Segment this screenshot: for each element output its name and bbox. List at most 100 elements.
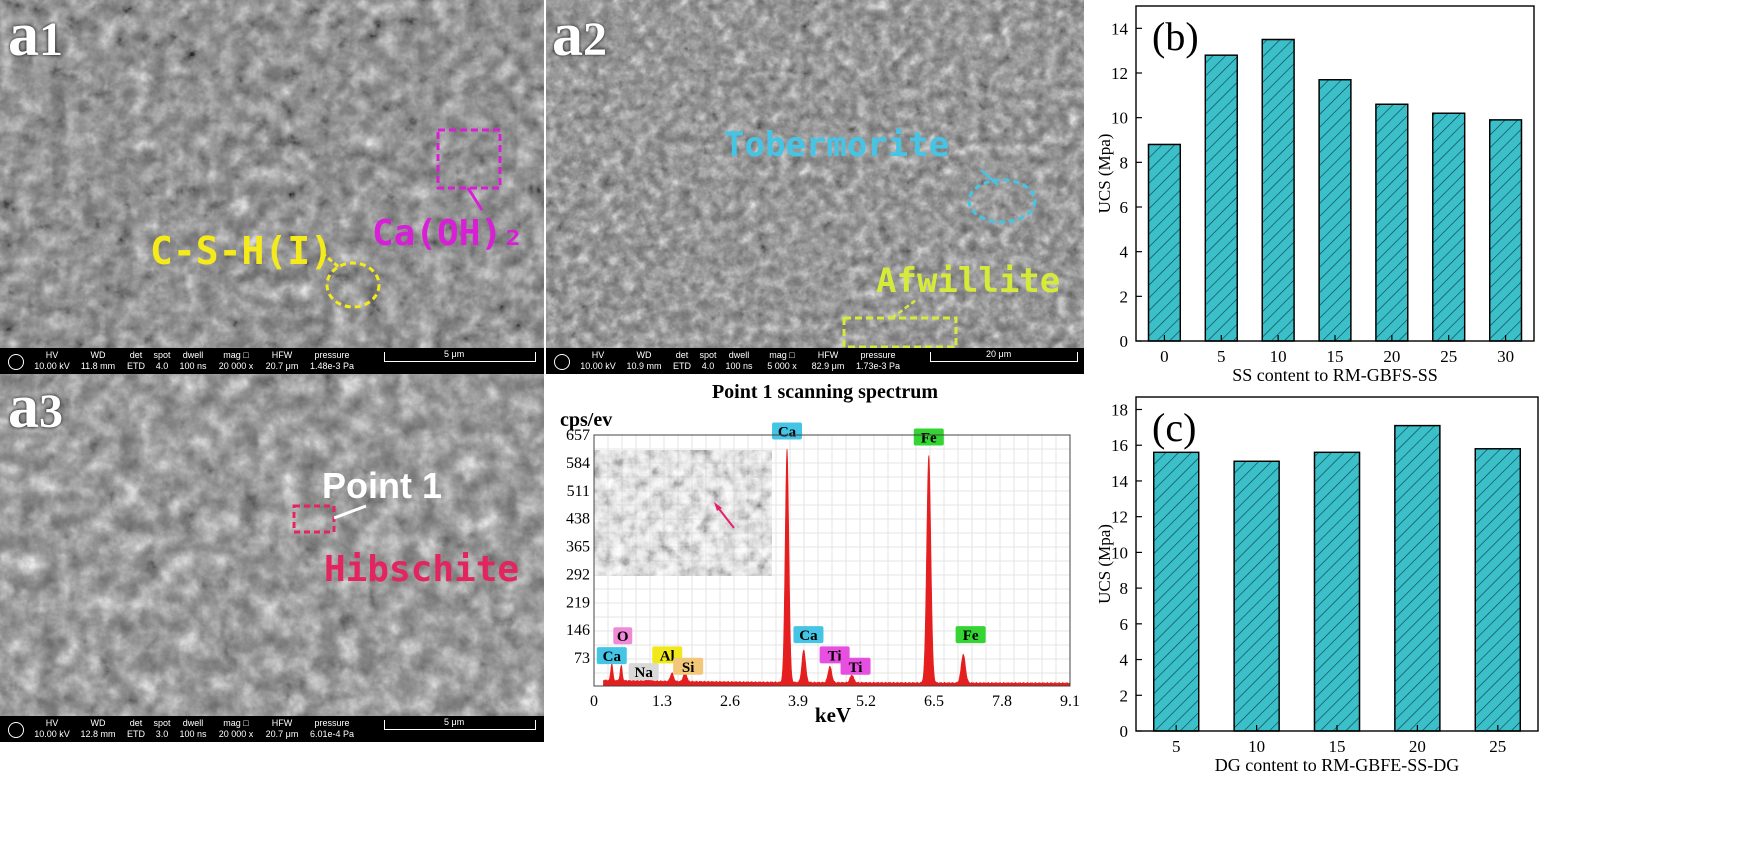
panel-label: (c) bbox=[1152, 405, 1196, 450]
hibschite-annotation: Hibschite bbox=[324, 549, 520, 590]
y-tick-label: 12 bbox=[1111, 508, 1128, 527]
eds-axes: 0 1.3 2.6 3.9 5.2 6.5 7.8 9.1 73 146 219 292 365 438 5… bbox=[566, 427, 1080, 710]
csh-annotation: C-S-H(I) bbox=[150, 229, 334, 273]
peak-label: Si bbox=[673, 657, 704, 676]
sem-panel-a1: a1 C-S-H(I) Ca(OH)₂ HV 10.00 kV WD 11.8 mm… bbox=[0, 0, 544, 374]
x-tick-label: 25 bbox=[1440, 347, 1457, 366]
csh-arrow bbox=[321, 251, 341, 270]
peak-label-text: Si bbox=[682, 660, 695, 676]
bar bbox=[1432, 112, 1466, 342]
y-tick-label: 6 bbox=[1120, 198, 1129, 217]
x-axis-label: DG content to RM-GBFE-SS-DG bbox=[1215, 755, 1460, 775]
sem-image-a2 bbox=[546, 0, 1084, 348]
eds-peak-labels: Ca O Na Al Si Ca Ca Ti Ti Fe Fe bbox=[596, 422, 986, 681]
peak-label-text: Na bbox=[635, 665, 654, 681]
afwillite-box bbox=[842, 316, 958, 348]
x-tick-label: 5 bbox=[1217, 347, 1226, 366]
peak-label-text: Ti bbox=[849, 660, 863, 676]
eds-y-tick: 584 bbox=[566, 455, 590, 472]
scale-bar-a1 bbox=[384, 352, 536, 362]
scale-bar-a2 bbox=[930, 352, 1078, 362]
y-axis-label: UCS (Mpa) bbox=[1095, 524, 1114, 604]
tobermorite-annotation: Tobermorite bbox=[724, 125, 950, 165]
panel-label-a3: a3 bbox=[8, 374, 63, 441]
peak-label-text: Fe bbox=[963, 628, 979, 644]
peak-label: Ca bbox=[772, 422, 803, 440]
sem-image-a1 bbox=[0, 0, 544, 348]
peak-label: Ca bbox=[793, 626, 824, 644]
x-tick-label: 15 bbox=[1327, 347, 1344, 366]
eds-xlabel: keV bbox=[815, 703, 851, 727]
eds-x-tick: 9.1 bbox=[1060, 693, 1080, 710]
x-axis-label: SS content to RM-GBFS-SS bbox=[1232, 365, 1438, 384]
eds-inset-image bbox=[594, 450, 772, 576]
bar-chart-b: 0 2 4 6 8 10 12 14 0 5 10 15 20 25 30 SS content to RM-… bbox=[1095, 5, 1535, 384]
eds-x-tick: 2.6 bbox=[720, 693, 740, 710]
peak-label: Ti bbox=[840, 657, 871, 676]
sem-image-a3 bbox=[0, 374, 544, 716]
bar bbox=[1489, 119, 1523, 342]
bar bbox=[1375, 103, 1409, 342]
point-annotation: Point 1 bbox=[322, 465, 443, 506]
eds-x-tick: 3.9 bbox=[788, 693, 808, 710]
y-tick-label: 6 bbox=[1120, 615, 1129, 634]
y-tick-label: 4 bbox=[1120, 243, 1129, 262]
eds-x-tick: 5.2 bbox=[856, 693, 876, 710]
eds-x-tick: 1.3 bbox=[652, 693, 672, 710]
peak-label-text: Ti bbox=[828, 648, 842, 664]
eds-y-tick: 511 bbox=[567, 483, 590, 500]
a1-overlay bbox=[321, 128, 502, 309]
y-tick-label: 0 bbox=[1120, 722, 1129, 741]
x-tick-label: 25 bbox=[1489, 737, 1506, 756]
panel-label-a1: a1 bbox=[8, 1, 63, 69]
tobermorite-ellipse bbox=[967, 178, 1037, 224]
eds-y-tick: 146 bbox=[566, 622, 590, 639]
info-bar-a1: HV 10.00 kV WD 11.8 mm det ETD spot 4.0 dwel… bbox=[0, 348, 544, 374]
eds-y-tick: 365 bbox=[566, 539, 590, 556]
x-tick-label: 5 bbox=[1172, 737, 1181, 756]
y-tick-label: 2 bbox=[1120, 287, 1129, 306]
peak-label-text: Ca bbox=[603, 649, 622, 665]
y-tick-label: 16 bbox=[1111, 436, 1128, 455]
bar bbox=[1261, 38, 1295, 342]
a2-overlay bbox=[842, 169, 1037, 348]
scale-label-a2: 20 μm bbox=[986, 349, 1012, 359]
tobermorite-arrow bbox=[980, 169, 999, 186]
x-tick-label: 10 bbox=[1248, 737, 1265, 756]
afwillite-arrow bbox=[891, 299, 917, 319]
eds-y-tick: 219 bbox=[566, 594, 590, 611]
eds-spectrum-path bbox=[603, 448, 1071, 687]
bar bbox=[1233, 460, 1280, 732]
afwillite-annotation: Afwillite bbox=[876, 261, 1061, 301]
bar bbox=[1313, 451, 1361, 732]
peak-label: Fe bbox=[955, 626, 986, 644]
peak-label: Na bbox=[628, 663, 659, 681]
peak-label-text: Fe bbox=[921, 431, 937, 447]
csh-ellipse bbox=[325, 261, 381, 309]
y-tick-label: 12 bbox=[1111, 64, 1128, 83]
eds-y-tick: 292 bbox=[566, 566, 590, 583]
scale-label-a1: 5 μm bbox=[444, 349, 465, 359]
eds-x-tick: 0 bbox=[590, 693, 598, 710]
bar bbox=[1394, 424, 1441, 732]
eds-ylabel: cps/ev bbox=[560, 409, 612, 431]
panel-label: (b) bbox=[1152, 14, 1199, 59]
y-tick-label: 14 bbox=[1111, 472, 1129, 491]
bar bbox=[1318, 79, 1352, 342]
info-bar-a3: HV 10.00 kV WD 12.8 mm det ETD spot 3.0 dwel… bbox=[0, 716, 544, 742]
eds-spectrum-chart: Ca O Na Al Si Ca Ca Ti Ti Fe Fe 0 1.3 2.6 3.9 5.2 6.5 7.… bbox=[560, 381, 1080, 727]
atom-icon bbox=[8, 722, 24, 738]
bar-chart-c: 0 2 4 6 8 10 12 14 16 18 5 10 15 20 25 DG content to RM… bbox=[1095, 396, 1539, 775]
bar bbox=[1204, 54, 1238, 342]
peak-label: Ca bbox=[596, 647, 627, 665]
peak-label-text: O bbox=[617, 629, 629, 645]
panel-label-a2: a2 bbox=[552, 1, 607, 69]
a3-overlay bbox=[292, 504, 367, 534]
bar bbox=[1147, 143, 1181, 342]
eds-title: Point 1 scanning spectrum bbox=[712, 381, 938, 403]
x-tick-label: 0 bbox=[1160, 347, 1169, 366]
eds-y-tick: 438 bbox=[566, 511, 590, 528]
caoh-arrow bbox=[466, 187, 484, 211]
atom-icon bbox=[8, 354, 24, 370]
x-tick-label: 15 bbox=[1329, 737, 1346, 756]
